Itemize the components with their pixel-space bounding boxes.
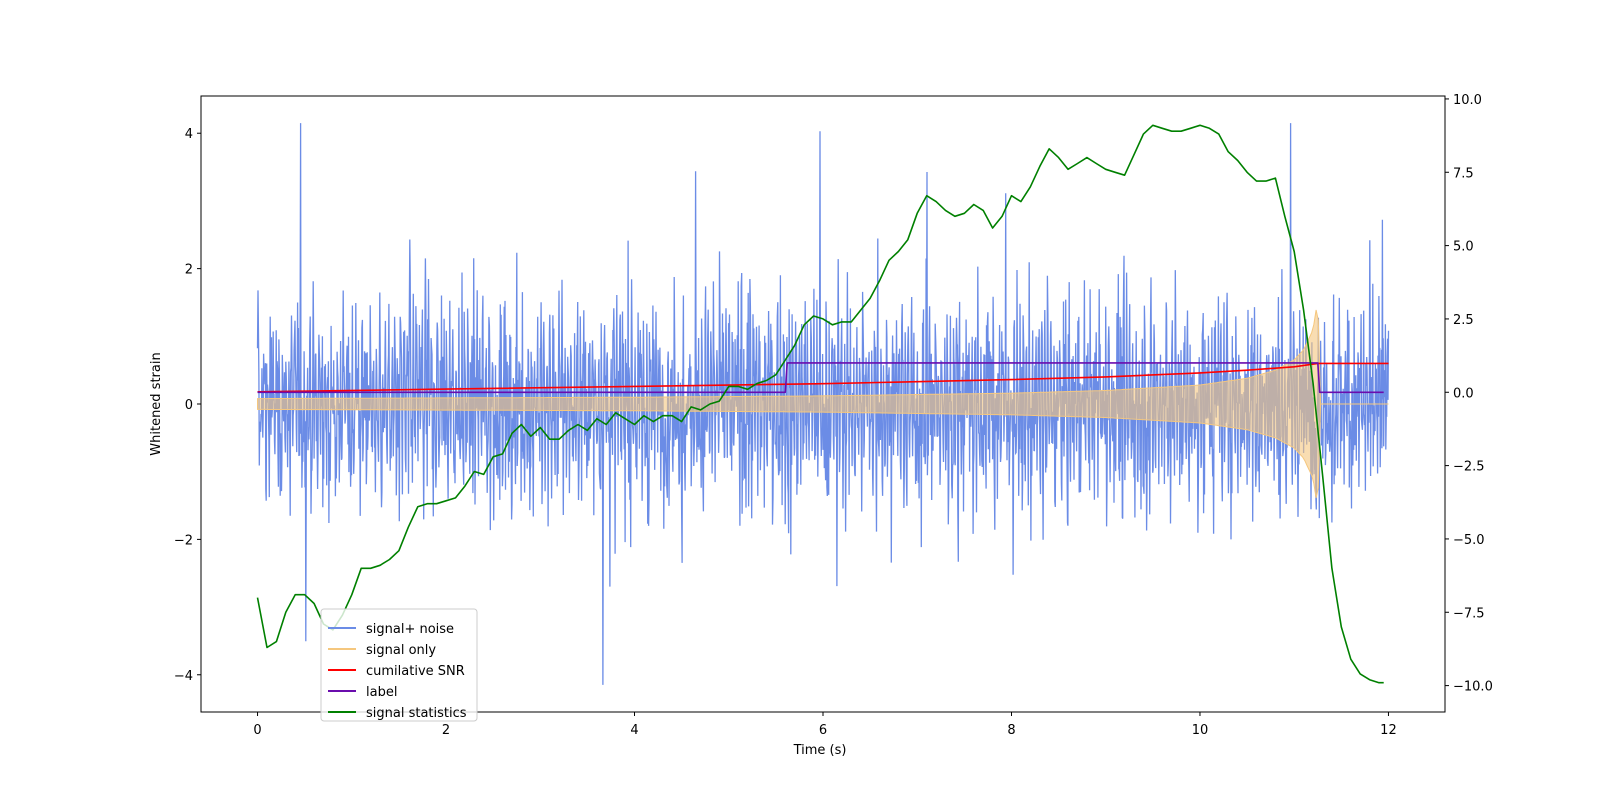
series-label [257, 362, 1384, 394]
x-axis-label: Time (s) [793, 743, 847, 758]
y2-tick-label: 10.0 [1453, 93, 1482, 108]
x-tick-label: 4 [630, 723, 638, 738]
x-tick-label: 6 [819, 723, 827, 738]
y-tick-label: 0 [185, 398, 193, 413]
plot-series [256, 123, 1390, 685]
y-axis-label: Whitened strain [149, 352, 164, 455]
y-tick-label: 4 [185, 127, 193, 142]
y-tick-label: −4 [174, 669, 193, 684]
y2-tick-label: −2.5 [1453, 460, 1485, 475]
legend-label: signal statistics [366, 706, 467, 721]
legend-box [320, 608, 478, 722]
y2-tick-label: 0.0 [1453, 386, 1474, 401]
y2-tick-label: 7.5 [1453, 166, 1474, 181]
legend-label: cumilative SNR [366, 664, 465, 679]
x-tick-label: 10 [1192, 723, 1209, 738]
y2-tick-label: −7.5 [1453, 606, 1485, 621]
y-axis-right: 10.0 7.5 5.0 2.5 0.0 −2.5 −5.0 −7.5 −10.0 [1445, 93, 1493, 695]
y2-tick-label: 2.5 [1453, 313, 1474, 328]
y-tick-label: 2 [185, 263, 193, 278]
legend-label: signal only [366, 643, 436, 658]
y2-tick-label: −10.0 [1453, 680, 1493, 695]
series-signal-statistics [256, 124, 1384, 684]
x-axis: 0 2 4 6 8 10 12 [253, 712, 1397, 738]
y2-tick-label: −5.0 [1453, 533, 1485, 548]
x-tick-label: 2 [442, 723, 450, 738]
x-tick-label: 8 [1007, 723, 1015, 738]
legend: signal+ noise signal only cumilative SNR la… [320, 608, 478, 722]
legend-label: label [366, 685, 397, 700]
x-tick-label: 12 [1380, 723, 1397, 738]
series-cumilative-snr [257, 362, 1389, 393]
x-tick-label: 0 [253, 723, 261, 738]
y2-tick-label: 5.0 [1453, 240, 1474, 255]
y-tick-label: −2 [174, 533, 193, 548]
series-signal-only [257, 309, 1389, 499]
legend-label: signal+ noise [366, 622, 454, 637]
y-axis-left: 4 2 0 −2 −4 [174, 127, 201, 684]
